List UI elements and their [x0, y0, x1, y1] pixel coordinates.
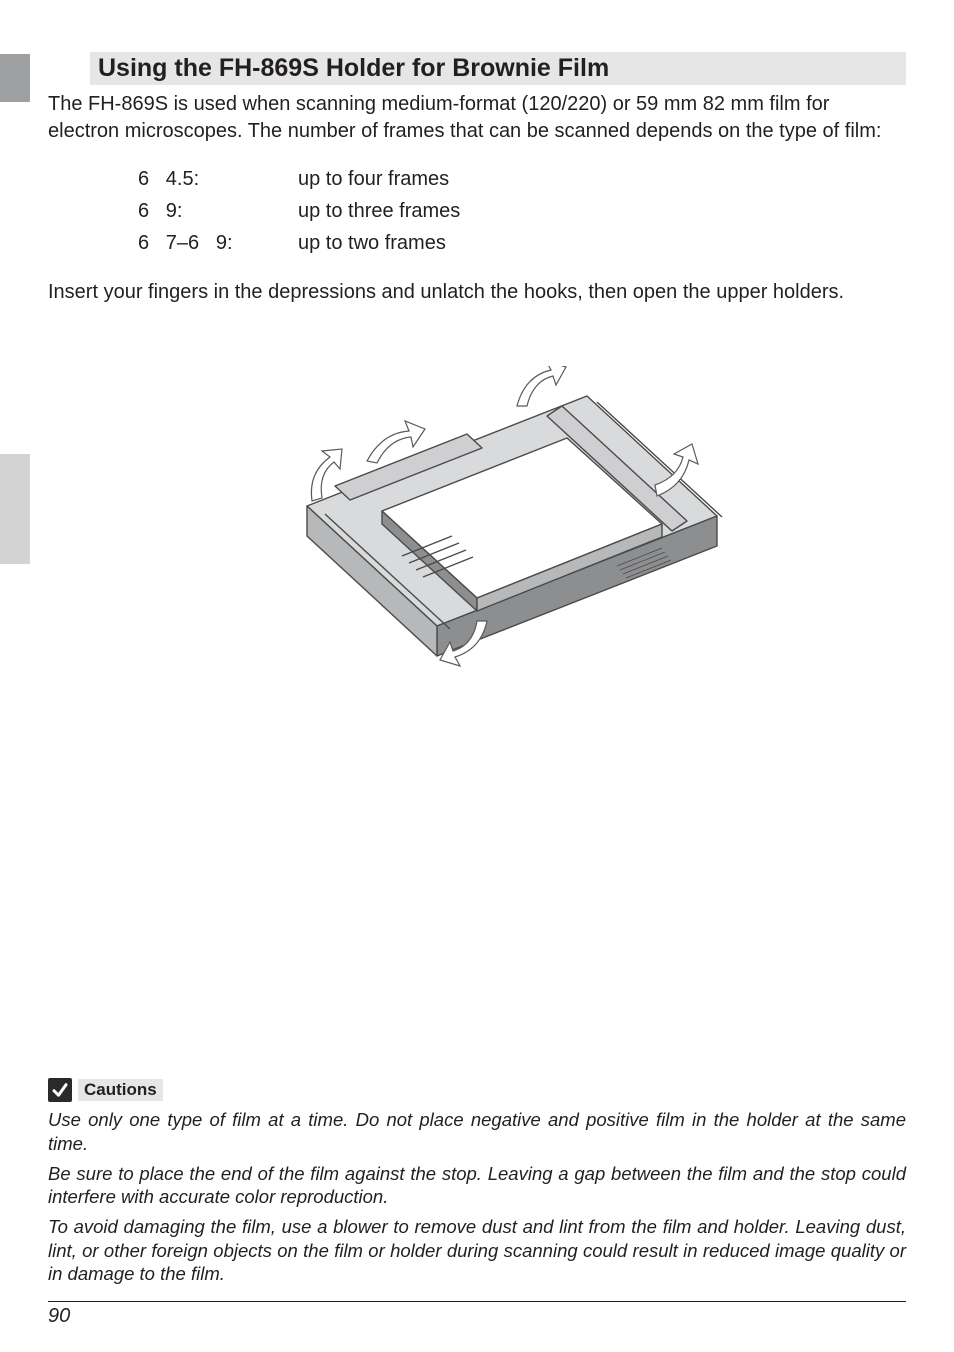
- format-desc: up to three frames: [298, 195, 460, 227]
- format-label: 6 7–6 9:: [138, 227, 298, 259]
- section-title: Using the FH-869S Holder for Brownie Fil…: [98, 54, 898, 83]
- caution-paragraph: Be sure to place the end of the film aga…: [48, 1162, 906, 1209]
- section-title-bar: Using the FH-869S Holder for Brownie Fil…: [90, 52, 906, 85]
- section-tab-light: [0, 454, 30, 564]
- section-tab-dark: [0, 54, 30, 102]
- cautions-heading: Cautions: [48, 1078, 906, 1102]
- caution-icon: [48, 1078, 72, 1102]
- caution-label-bg: Cautions: [78, 1079, 163, 1101]
- frame-formats-list: 6 4.5: up to four frames 6 9: up to thre…: [138, 163, 906, 259]
- list-item: 6 7–6 9: up to two frames: [138, 227, 906, 259]
- format-desc: up to two frames: [298, 227, 446, 259]
- intro-paragraph: The FH-869S is used when scanning medium…: [48, 91, 906, 145]
- format-label: 6 4.5:: [138, 163, 298, 195]
- format-label: 6 9:: [138, 195, 298, 227]
- caution-label: Cautions: [84, 1080, 157, 1099]
- film-holder-illustration: [217, 366, 737, 706]
- page-number: 90: [48, 1305, 70, 1328]
- caution-paragraph: Use only one type of film at a time. Do …: [48, 1108, 906, 1155]
- manual-page: Using the FH-869S Holder for Brownie Fil…: [0, 0, 954, 1352]
- caution-paragraph: To avoid damaging the film, use a blower…: [48, 1215, 906, 1286]
- list-item: 6 9: up to three frames: [138, 195, 906, 227]
- list-item: 6 4.5: up to four frames: [138, 163, 906, 195]
- footer-rule: [48, 1301, 906, 1302]
- instruction-paragraph: Insert your fingers in the depressions a…: [48, 279, 906, 306]
- figure-container: [48, 366, 906, 706]
- cautions-block: Cautions Use only one type of film at a …: [48, 1078, 906, 1292]
- format-desc: up to four frames: [298, 163, 449, 195]
